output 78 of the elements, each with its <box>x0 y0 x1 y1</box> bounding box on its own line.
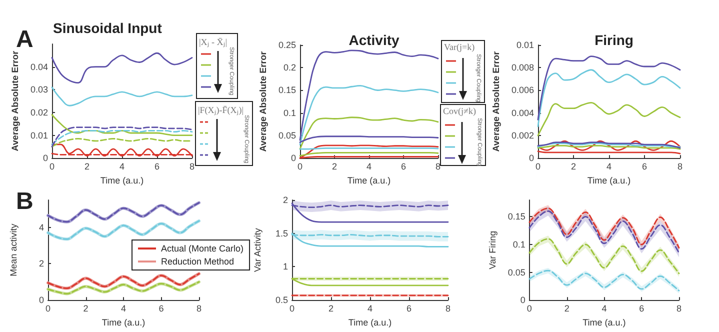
y-tick-label: 0 <box>38 295 44 306</box>
x-tick-label: 8 <box>435 162 441 172</box>
x-tick-label: 6 <box>639 304 644 314</box>
y-tick-label: 2 <box>282 195 288 205</box>
y-tick-label: 0.004 <box>511 108 534 118</box>
x-tick-label: 4 <box>119 162 125 172</box>
x-tick-label: 6 <box>406 304 412 314</box>
text: B <box>16 188 34 216</box>
y-axis-title: Var Firing <box>488 230 498 270</box>
x-tick-label: 2 <box>83 304 88 314</box>
chart-title: Firing <box>594 32 634 48</box>
y-tick-label: 0.01 <box>516 40 534 50</box>
y-tick-label: 2 <box>38 258 44 269</box>
x-axis-title: Time (a.u.) <box>348 318 392 328</box>
x-axis-title: Time (a.u.) <box>100 176 144 186</box>
y-tick-label: 0.15 <box>508 212 526 222</box>
y-tick-label: 0.25 <box>278 40 296 50</box>
x-tick-label: 4 <box>602 304 607 314</box>
y-tick-label: 0 <box>528 153 534 164</box>
y-tick-label: 0.002 <box>511 130 534 140</box>
y-tick-label: 1.5 <box>275 228 288 238</box>
legend-label: Reduction Method <box>161 256 234 266</box>
x-tick-label: 8 <box>677 162 683 172</box>
y-tick-label: 0.05 <box>278 130 296 140</box>
y-tick-label: 0.02 <box>30 107 48 118</box>
x-tick-label: 8 <box>196 304 202 314</box>
y-tick-label: 0.05 <box>508 267 526 278</box>
y-tick-label: 0 <box>42 153 48 164</box>
legend-label: Actual (Monte Carlo) <box>161 244 244 254</box>
y-tick-label: 0.5 <box>275 295 288 306</box>
x-tick-label: 0 <box>535 162 541 172</box>
chart-title: Activity <box>348 32 400 48</box>
x-tick-label: 6 <box>642 162 648 172</box>
x-tick-label: 4 <box>366 162 372 172</box>
y-tick-label: 0.03 <box>30 84 48 95</box>
text: Var(j=k) <box>444 42 475 52</box>
x-tick-label: 6 <box>154 162 160 172</box>
y-tick-label: 0.15 <box>278 85 296 96</box>
text: A <box>16 26 34 53</box>
x-axis-title: Time (a.u.) <box>347 176 391 186</box>
x-tick-label: 8 <box>189 162 195 172</box>
chart-title: Sinusoidal Input <box>53 20 162 36</box>
text: |Xⱼ - X̄ⱼ| <box>199 36 228 48</box>
x-tick-label: 2 <box>564 304 570 314</box>
y-axis-title: Average Absolute Error <box>258 50 268 152</box>
y-tick-label: 0.2 <box>283 62 296 73</box>
y-axis-title: Mean activity <box>8 223 18 276</box>
y-axis-title: Average Absolute Error <box>491 50 502 152</box>
y-tick-label: 0.04 <box>30 62 48 72</box>
x-axis-title: Time (a.u.) <box>587 176 631 186</box>
y-tick-label: 0.1 <box>283 108 296 118</box>
x-tick-label: 4 <box>606 162 612 172</box>
x-tick-label: 2 <box>84 162 90 172</box>
y-tick-label: 0.006 <box>511 85 534 96</box>
x-tick-label: 4 <box>367 304 373 314</box>
x-tick-label: 2 <box>332 162 338 172</box>
y-tick-label: 0.01 <box>30 130 48 140</box>
x-tick-label: 6 <box>400 162 406 172</box>
x-tick-label: 4 <box>120 304 126 314</box>
y-tick-label: 4 <box>38 222 44 232</box>
y-tick-label: 0.1 <box>512 239 526 250</box>
x-tick-label: 2 <box>328 304 334 314</box>
y-axis-title: Average Absolute Error <box>10 50 20 152</box>
x-tick-label: 2 <box>570 162 576 172</box>
x-tick-label: 0 <box>297 162 303 172</box>
y-tick-label: 0 <box>290 153 296 164</box>
y-tick-label: 1 <box>282 262 288 272</box>
text: Cov(j≠k) <box>443 106 476 116</box>
text: |F(Xⱼ)-F̄(Xⱼ)| <box>198 104 244 116</box>
x-tick-label: 8 <box>676 304 682 314</box>
x-axis-title: Time (a.u.) <box>582 318 626 328</box>
x-tick-label: 6 <box>158 304 164 314</box>
x-axis-title: Time (a.u.) <box>102 318 146 328</box>
y-tick-label: 0.008 <box>511 62 534 73</box>
x-tick-label: 0 <box>49 162 55 172</box>
x-tick-label: 8 <box>445 304 451 314</box>
y-axis-title: Var Activity <box>252 228 262 272</box>
y-tick-label: 0 <box>520 295 526 306</box>
